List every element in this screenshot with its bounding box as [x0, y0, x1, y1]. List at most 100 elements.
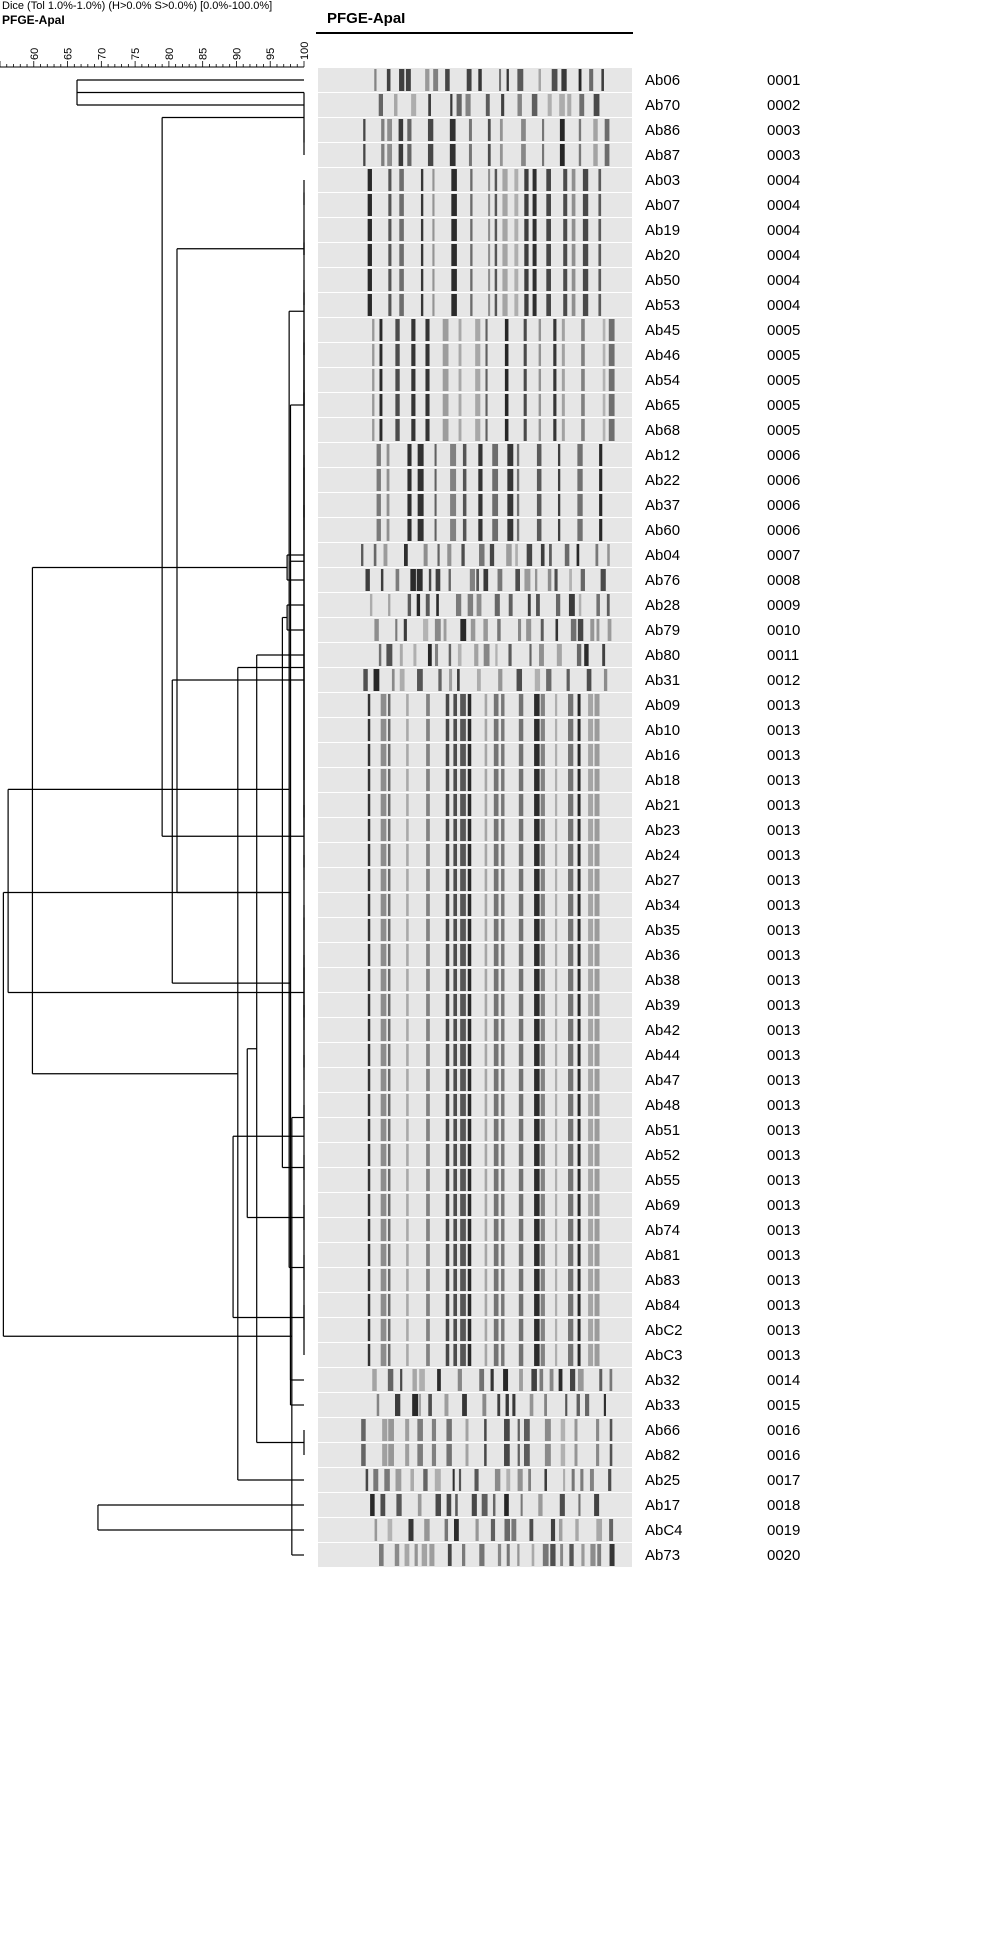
gel-band — [365, 1469, 369, 1491]
gel-band — [475, 344, 481, 366]
gel-band — [518, 1169, 524, 1191]
gel-band — [546, 294, 551, 316]
gel-band — [568, 1269, 574, 1291]
gel-lane — [318, 1118, 632, 1142]
gel-band — [460, 1019, 466, 1041]
pfge-type-label: 0004 — [767, 247, 800, 264]
gel-band — [460, 1169, 466, 1191]
gel-band — [467, 594, 474, 616]
gel-band — [382, 1419, 388, 1441]
gel-band — [445, 844, 450, 866]
gel-band — [406, 1119, 409, 1141]
gel-band — [399, 244, 404, 266]
gel-band — [609, 1519, 614, 1541]
gel-band — [484, 1344, 488, 1366]
pfge-type-label: 0004 — [767, 222, 800, 239]
gel-band — [518, 744, 524, 766]
isolate-label: Ab82 — [645, 1447, 680, 1464]
gel-band — [598, 194, 602, 216]
gel-band — [444, 1394, 449, 1416]
gel-band — [518, 1194, 524, 1216]
isolate-label: Ab84 — [645, 1297, 680, 1314]
gel-band — [561, 69, 567, 91]
gel-band — [432, 244, 435, 266]
gel-band — [534, 1269, 540, 1291]
gel-lane — [318, 768, 632, 792]
gel-title-rule — [316, 32, 633, 34]
gel-band — [578, 594, 582, 616]
gel-band — [380, 769, 387, 791]
gel-band — [367, 794, 371, 816]
gel-band — [453, 744, 458, 766]
gel-band — [540, 1119, 545, 1141]
gel-band — [484, 1444, 487, 1466]
gel-band — [399, 644, 403, 666]
gel-band — [526, 619, 532, 641]
gel-lane — [318, 1093, 632, 1117]
gel-band — [501, 744, 505, 766]
gel-band — [460, 744, 466, 766]
gel-band — [554, 1269, 558, 1291]
gel-band — [474, 1469, 479, 1491]
gel-band — [380, 819, 387, 841]
gel-band — [380, 919, 387, 941]
gel-band — [388, 844, 391, 866]
gel-band — [417, 519, 424, 541]
gel-band — [426, 794, 430, 816]
gel-band — [467, 1269, 472, 1291]
gel-band — [571, 219, 576, 241]
pfge-type-label: 0011 — [767, 647, 799, 664]
gel-band — [586, 669, 592, 691]
gel-band — [501, 94, 505, 116]
gel-band — [540, 1269, 545, 1291]
gel-band — [599, 1369, 603, 1391]
gel-band — [453, 1044, 458, 1066]
gel-band — [467, 1094, 472, 1116]
gel-band — [426, 994, 430, 1016]
gel-band — [492, 444, 499, 466]
isolate-label: Ab76 — [645, 572, 680, 589]
gel-band — [584, 644, 589, 666]
gel-band — [588, 944, 594, 966]
gel-band — [577, 894, 581, 916]
gel-band — [544, 1419, 551, 1441]
gel-band — [544, 1394, 547, 1416]
gel-band — [554, 769, 558, 791]
gel-band — [411, 369, 416, 391]
gel-band — [462, 1394, 467, 1416]
gel-band — [493, 869, 499, 891]
gel-band — [515, 569, 520, 591]
dendrogram — [2, 79, 305, 1556]
gel-band — [460, 919, 466, 941]
gel-band — [594, 1219, 600, 1241]
gel-band — [518, 1219, 524, 1241]
gel-lane — [318, 918, 632, 942]
gel-lane-background — [318, 68, 632, 92]
gel-band — [517, 1469, 523, 1491]
gel-band — [405, 1419, 410, 1441]
gel-band — [576, 1394, 580, 1416]
gel-lane-background — [318, 1118, 632, 1142]
gel-band — [594, 1319, 600, 1341]
gel-band — [608, 369, 615, 391]
gel-band — [367, 1044, 371, 1066]
gel-band — [501, 1094, 505, 1116]
gel-band — [493, 1194, 499, 1216]
gel-lane-background — [318, 1243, 632, 1267]
gel-band — [504, 1444, 510, 1466]
gel-band — [494, 594, 500, 616]
gel-band — [504, 369, 509, 391]
gel-band — [445, 694, 450, 716]
gel-band — [484, 1194, 488, 1216]
gel-band — [406, 994, 409, 1016]
gel-lane-background — [318, 343, 632, 367]
gel-band — [594, 1169, 600, 1191]
gel-band — [588, 1044, 594, 1066]
gel-band — [493, 1319, 499, 1341]
gel-band — [476, 669, 481, 691]
gel-band — [568, 994, 574, 1016]
gel-band — [379, 419, 383, 441]
gel-band — [501, 894, 505, 916]
gel-band — [445, 919, 450, 941]
gel-band — [518, 944, 524, 966]
